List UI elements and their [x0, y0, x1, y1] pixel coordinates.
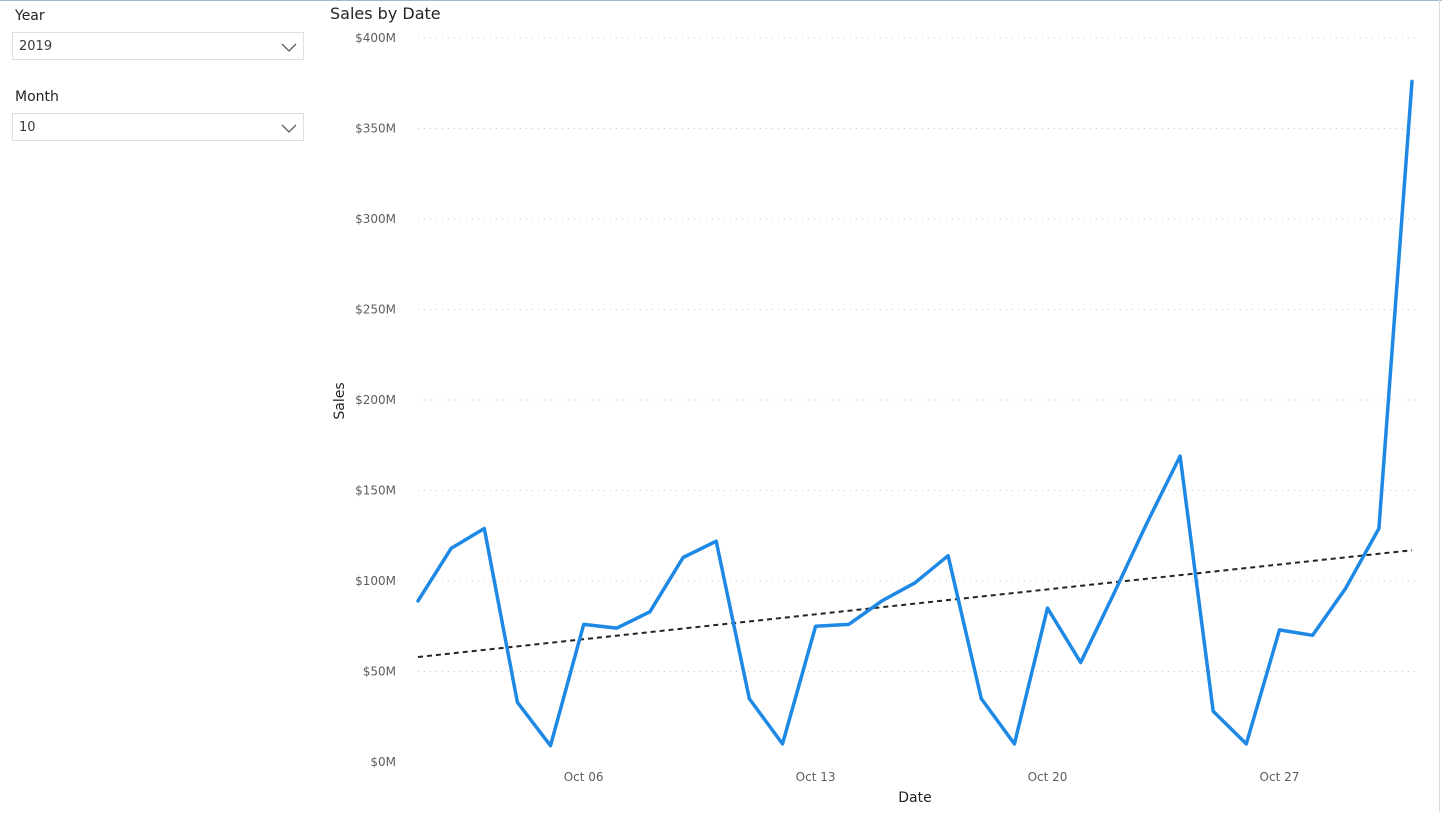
data-point: [1046, 606, 1050, 610]
sales-by-date-chart[interactable]: Sales by Date $0M $50M $100M $150M $200M $250…: [326, 0, 1436, 812]
data-point: [1244, 742, 1248, 746]
month-slicer: Month 10: [12, 87, 304, 141]
data-point: [1012, 742, 1016, 746]
data-point: [1377, 527, 1381, 531]
data-point: [449, 546, 453, 550]
data-point: [1145, 521, 1149, 525]
chevron-down-icon: [281, 43, 297, 52]
chart-canvas: $0M $50M $100M $150M $200M $250M $300M $350M $40…: [332, 31, 1420, 806]
y-tick-label: $300M: [355, 212, 396, 226]
data-point: [1344, 586, 1348, 590]
y-tick-label: $350M: [355, 122, 396, 136]
data-point: [681, 555, 685, 559]
chart-title: Sales by Date: [330, 4, 441, 23]
chevron-down-icon: [281, 124, 297, 133]
month-dropdown[interactable]: 10: [12, 113, 304, 141]
data-point: [1410, 79, 1414, 83]
data-point: [1277, 628, 1281, 632]
x-tick-label: Oct 27: [1260, 770, 1300, 784]
y-tick-label: $0M: [370, 755, 396, 769]
y-tick-label: $100M: [355, 574, 396, 588]
data-point: [1211, 709, 1215, 713]
y-tick-label: $200M: [355, 393, 396, 407]
year-slicer-title: Year: [15, 8, 45, 24]
top-border: [0, 0, 1442, 1]
y-tick-label: $50M: [363, 665, 396, 679]
data-point: [946, 554, 950, 558]
data-point: [913, 581, 917, 585]
data-point: [615, 626, 619, 630]
y-tick-label: $150M: [355, 484, 396, 498]
month-slicer-title: Month: [15, 89, 59, 105]
data-point: [714, 539, 718, 543]
data-point: [482, 527, 486, 531]
data-point: [549, 744, 553, 748]
y-tick-label: $400M: [355, 31, 396, 45]
x-axis-title: Date: [898, 790, 931, 806]
year-dropdown[interactable]: 2019: [12, 32, 304, 60]
data-point: [1311, 633, 1315, 637]
data-point: [1178, 454, 1182, 458]
data-point: [847, 622, 851, 626]
data-point: [515, 700, 519, 704]
data-point: [747, 697, 751, 701]
data-point: [979, 697, 983, 701]
x-tick-label: Oct 20: [1028, 770, 1068, 784]
y-axis-title: Sales: [332, 382, 348, 419]
data-point: [780, 742, 784, 746]
y-tick-label: $250M: [355, 303, 396, 317]
year-slicer: Year 2019: [12, 6, 304, 60]
x-tick-label: Oct 13: [796, 770, 836, 784]
x-tick-label: Oct 06: [564, 770, 604, 784]
right-border: [1439, 0, 1440, 812]
month-dropdown-value: 10: [19, 120, 36, 135]
data-point: [814, 624, 818, 628]
sales-series-line: [416, 79, 1414, 748]
data-point: [416, 599, 420, 603]
year-dropdown-value: 2019: [19, 39, 53, 54]
data-point: [880, 599, 884, 603]
data-point: [1079, 660, 1083, 664]
trend-line: [417, 549, 1413, 659]
data-point: [582, 622, 586, 626]
data-point: [648, 610, 652, 614]
data-point: [1112, 592, 1116, 596]
